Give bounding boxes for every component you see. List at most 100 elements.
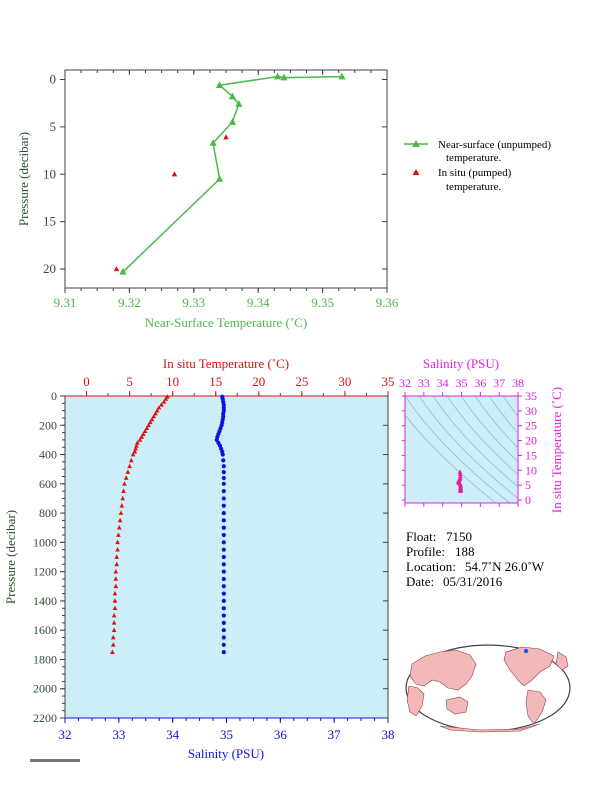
map-land-north-america [503,646,555,687]
top-x-tick-label: 9.32 [118,295,141,310]
temperature-profile-point [134,443,139,448]
ts-point [458,488,463,493]
in-situ-temperature-point [171,171,178,177]
near-surface-temperature-line [122,75,342,273]
ts-x-axis-label: Salinity (PSU) [423,356,499,371]
temperature-profile-point [114,554,120,559]
ts-x-tick-label: 33 [418,376,430,390]
profile-label: Profile: [406,544,445,559]
temperature-profile-point [142,428,148,433]
temperature-x-axis: 0 5 10 15 20 25 30 35 [83,374,395,396]
ts-density-contour [460,396,518,463]
temperature-tick-label: 25 [295,374,308,389]
ts-y-tick-label: 20 [525,434,537,448]
temperature-profile-point [151,413,157,419]
top-legend: Near-surface (unpumped) temperature. In … [404,139,551,193]
ts-density-contour [502,396,518,417]
salinity-tick-label: 37 [328,727,342,742]
top-y-axis: 0 5 10 15 20 [43,71,387,276]
temperature-profile-point [123,475,129,480]
salinity-tick-label: 33 [112,727,125,742]
near-surface-temperature-point [273,72,282,80]
temperature-profile-point [111,620,117,625]
salinity-profile-point [221,489,226,494]
temperature-profile-point [133,446,138,451]
pressure-axis-label: Pressure (decibar) [3,510,18,604]
temperature-profile-point [163,396,169,401]
temperature-profile-point [125,469,131,474]
near-surface-temperature-chart: 9.31 9.32 9.33 9.34 9.35 9.36 0 5 10 15 20 Near-S… [16,69,551,330]
salinity-profile-point [220,452,225,457]
date-label: Date: [406,574,434,589]
ts-y-tick-label: 10 [525,463,537,477]
temperature-profile-point [117,517,123,523]
float-value: 7150 [446,529,472,544]
temperature-tick-label: 10 [166,374,179,389]
ts-y-tick-label: 0 [525,493,531,507]
top-y-tick-label: 0 [50,71,57,86]
temperature-profile-point [118,510,124,515]
map-land-europe [555,651,569,671]
pressure-tick-label: 600 [39,477,57,491]
near-surface-temperature-point [228,92,237,100]
salinity-profile-point [221,569,226,574]
top-y-tick-label: 15 [43,214,56,229]
temperature-profile-point [159,402,164,407]
temperature-profile-series [110,394,170,654]
pressure-tick-label: 1200 [33,565,57,579]
pressure-y-axis: 0 200 400 600 800 1000 1200 1400 1600 1800 2000 220… [33,389,388,725]
pressure-tick-label: 1600 [33,623,57,637]
salinity-profile-point [221,405,226,410]
map-land-antarctica [439,723,541,733]
salinity-profile-point [221,475,226,481]
temperature-profile-point [154,408,160,413]
near-surface-temperature-point [280,73,288,81]
temperature-profile-point [120,495,126,501]
salinity-tick-label: 34 [166,727,180,742]
salinity-profile-point [221,496,226,501]
ts-point [457,471,463,476]
temperature-profile-point [121,488,126,493]
temperature-profile-point [156,405,162,410]
temperature-profile-point [111,627,117,633]
pressure-tick-label: 1400 [33,594,57,608]
temperature-profile-point [111,612,117,618]
temperature-profile-point [161,399,167,404]
map-land-asia [409,649,477,691]
salinity-profile-point [221,620,226,625]
salinity-profile-point [221,613,226,618]
ts-point [457,469,463,474]
temperature-profile-point [113,576,119,581]
ts-y-axis-label: In situ Temperature (˚C) [549,387,564,513]
temperature-profile-point [139,434,144,439]
temperature-profile-point [153,410,158,416]
top-x-tick-label: 9.35 [311,295,334,310]
in-situ-temperature-point [113,266,120,272]
salinity-tick-label: 38 [382,727,395,742]
temperature-axis-label: In situ Temperature (˚C) [163,356,289,371]
salinity-profile-point [221,411,226,416]
salinity-profile-point [221,642,226,647]
ts-x-tick-label: 32 [399,376,411,390]
temperature-salinity-profile-chart: 0 5 10 15 20 25 30 35 32 33 34 35 36 37 38 0 200 400 600… [3,356,395,761]
near-surface-temperature-point [119,267,127,275]
top-y-tick-label: 10 [43,166,56,181]
top-series-layer [113,72,346,275]
ts-y-tick-label: 15 [525,448,537,462]
temperature-profile-point [113,569,119,574]
salinity-profile-point [221,458,226,463]
legend-swatch-green-marker [412,140,420,147]
ts-y-tick-label: 35 [525,389,537,403]
salinity-profile-point [221,518,226,523]
float-location-map [405,644,571,733]
top-y-axis-label: Pressure (decibar) [16,132,31,226]
near-surface-temperature-point [215,81,224,88]
ts-x-tick-label: 34 [437,376,449,390]
temperature-profile-point [112,605,118,611]
temperature-tick-label: 15 [209,374,222,389]
pressure-tick-label: 400 [39,448,57,462]
salinity-profile-point [221,584,226,589]
salinity-profile-point [221,576,226,582]
salinity-profile-point [221,562,226,567]
